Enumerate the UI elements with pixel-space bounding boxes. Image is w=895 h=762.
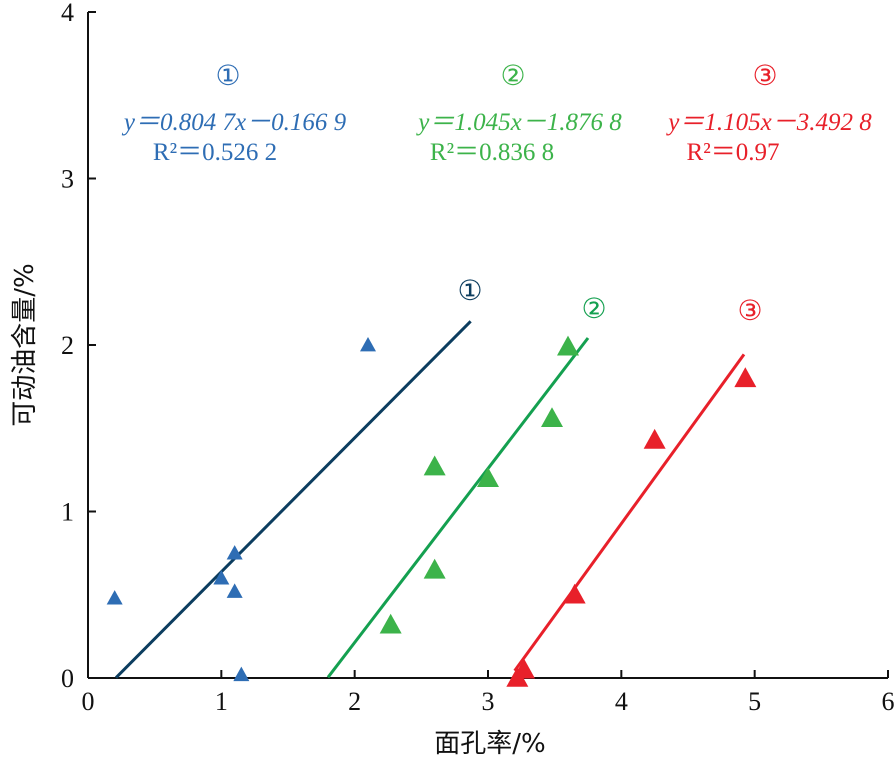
data-point-series-1 [233,666,250,682]
regression-equation-series-1: y＝0.804 7x－0.166 9 [121,109,347,136]
equation-label-series-1: ① [215,59,240,92]
axes: 0 1 2 3 4 5 6 0 1 2 3 4 [61,0,895,716]
data-point-series-3 [563,583,586,604]
data-point-series-2 [557,335,579,356]
x-axis-title: 面孔率/% [434,729,545,759]
data-point-series-3 [513,658,535,679]
fit-line-series-3 [513,353,746,672]
data-point-series-1 [106,590,123,605]
r-squared-series-3: R²＝0.97 [687,139,780,166]
x-tick-label: 4 [615,687,628,716]
annotations: ① y＝0.804 7x－0.166 9 R²＝0.526 2 ① ② y＝1.045x－… [121,59,872,327]
data-point-series-2 [423,558,446,579]
y-tick-label: 4 [61,0,74,27]
regression-equation-series-2: y＝1.045x－1.876 8 [415,109,622,136]
fit-lines [114,320,746,679]
line-label-series-1: ① [457,274,482,307]
data-point-series-2 [423,455,446,476]
data-point-series-1 [226,545,243,560]
r-squared-series-2: R²＝0.836 8 [430,139,554,166]
data-point-series-3 [734,367,757,388]
data-point-series-3 [643,428,666,449]
x-tick-label: 3 [482,687,495,716]
regression-equation-series-3: y＝1.105x－3.492 8 [665,109,872,136]
data-point-series-1 [226,583,243,598]
y-tick-label: 0 [61,664,74,693]
x-tick-label: 0 [82,687,95,716]
y-tick-label: 2 [61,331,74,360]
r-squared-series-1: R²＝0.526 2 [153,139,277,166]
line-label-series-2: ② [581,292,606,325]
data-point-series-2 [541,407,563,428]
data-points [106,335,757,687]
x-tick-label: 5 [748,687,761,716]
equation-label-series-2: ② [500,59,525,92]
fit-line-series-2 [326,337,590,679]
y-axis-title: 可动油含量/% [10,263,40,426]
x-tick-label: 1 [215,687,228,716]
data-point-series-1 [360,337,376,352]
line-label-series-3: ③ [737,294,762,327]
x-tick-label: 6 [882,687,895,716]
y-tick-label: 3 [61,165,74,194]
data-point-series-1 [213,570,230,585]
data-point-series-2 [379,613,402,634]
x-tick-label: 2 [348,687,361,716]
fit-line-series-1 [114,320,472,679]
data-point-series-2 [477,467,499,487]
y-tick-label: 1 [61,498,74,527]
equation-label-series-3: ③ [752,59,777,92]
